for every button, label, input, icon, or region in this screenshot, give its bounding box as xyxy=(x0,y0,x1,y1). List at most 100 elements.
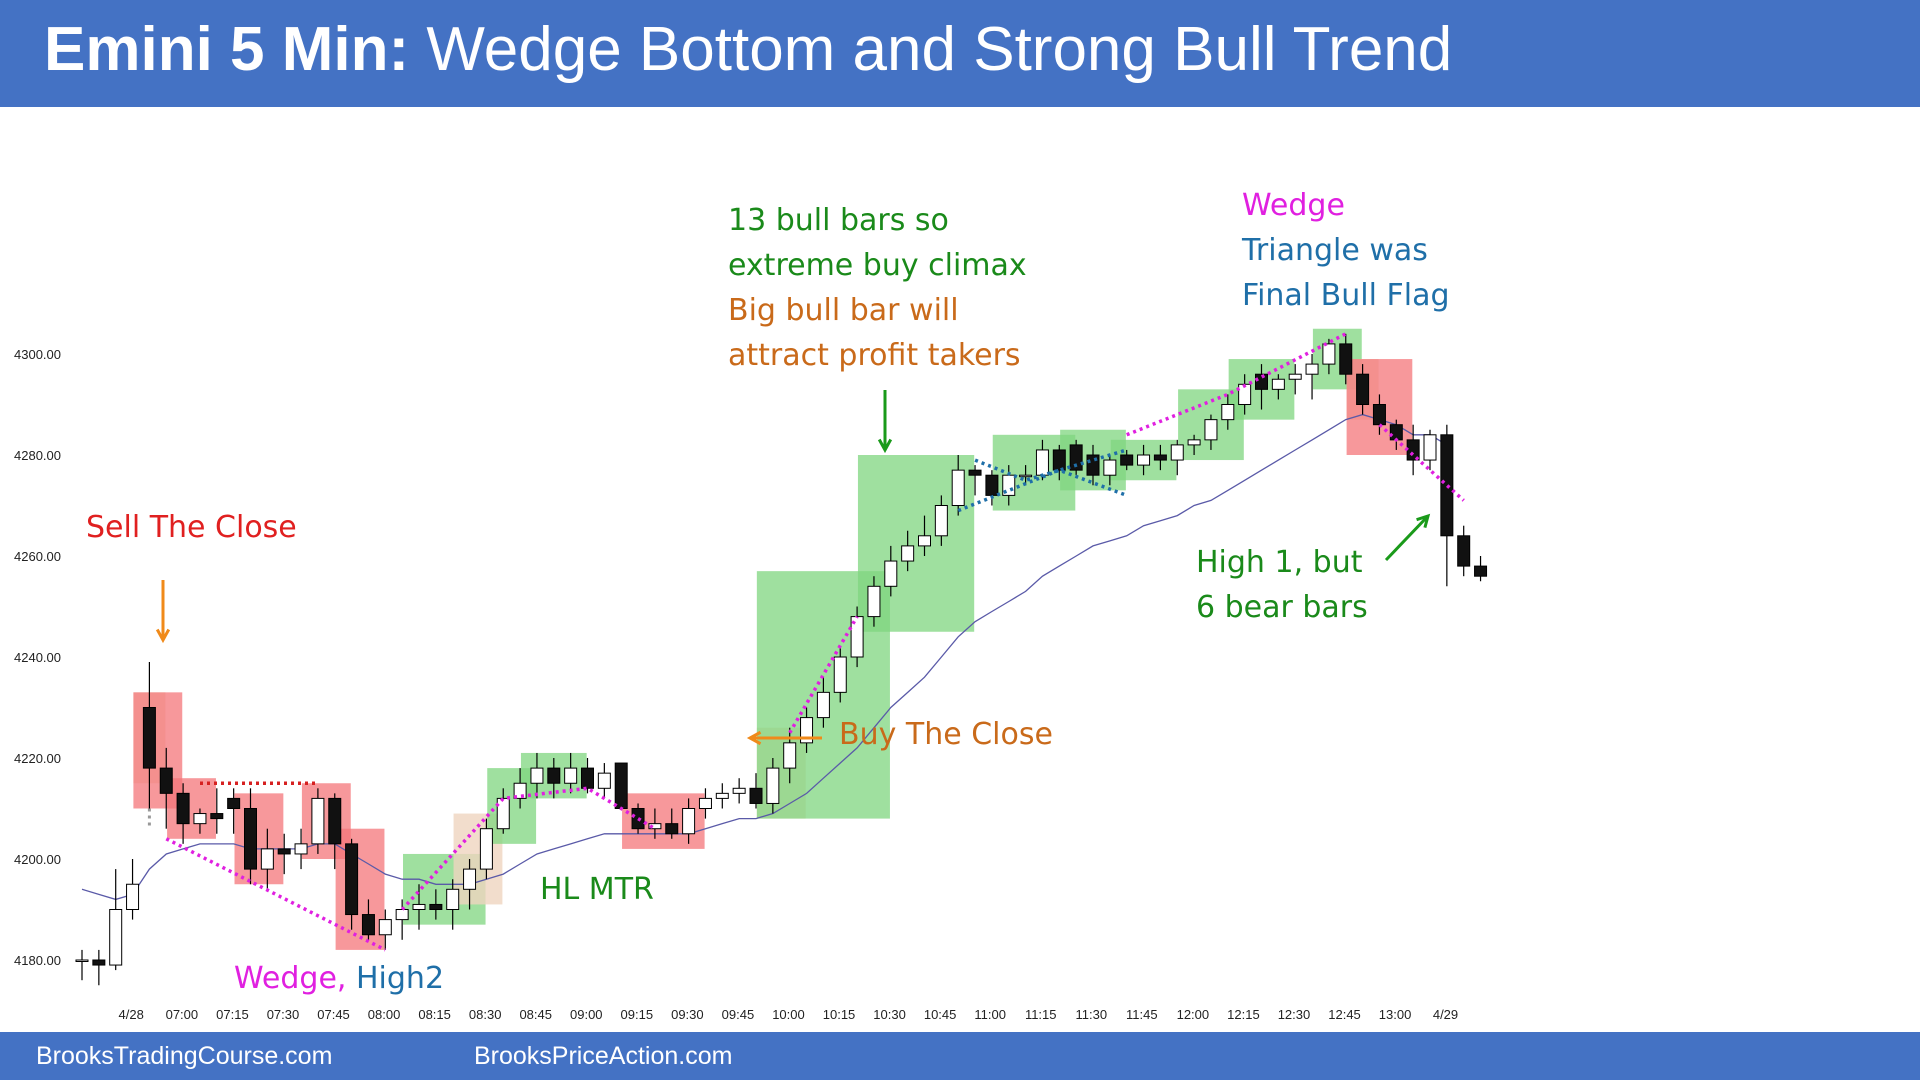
candle-body-54 xyxy=(985,474,999,496)
candle-body-42 xyxy=(783,742,797,769)
title-bold: Emini 5 Min: xyxy=(44,15,410,84)
x-tick-label-7: 08:30 xyxy=(469,1007,502,1022)
candle-body-11 xyxy=(260,848,274,870)
candle-body-25 xyxy=(496,797,510,830)
candle-body-23 xyxy=(463,868,477,890)
candle-body-44 xyxy=(816,691,830,719)
candle-body-41 xyxy=(766,767,780,804)
y-tick-label-5: 4280.00 xyxy=(14,448,61,463)
x-tick-label-8: 08:45 xyxy=(519,1007,552,1022)
candle-body-82 xyxy=(1457,535,1471,567)
x-tick-label-12: 09:45 xyxy=(722,1007,755,1022)
candle-body-80 xyxy=(1423,434,1437,461)
x-tick-label-3: 07:30 xyxy=(267,1007,300,1022)
candle-body-65 xyxy=(1170,444,1184,461)
candle-body-8 xyxy=(210,813,224,820)
candle-body-61 xyxy=(1103,459,1117,476)
candle-body-75 xyxy=(1339,343,1353,375)
candle-body-72 xyxy=(1288,373,1302,380)
candle-body-38 xyxy=(715,792,729,799)
x-tick-label-17: 11:00 xyxy=(974,1007,1006,1022)
candle-body-39 xyxy=(732,787,746,794)
hl-mtr-label: HL MTR xyxy=(540,872,654,907)
footer-right-link[interactable]: BrooksPriceAction.com xyxy=(474,1042,733,1070)
x-tick-label-24: 12:45 xyxy=(1328,1007,1361,1022)
candle-body-12 xyxy=(277,848,291,855)
candle-body-56 xyxy=(1019,474,1033,478)
candle-body-17 xyxy=(361,914,375,936)
candle-body-19 xyxy=(395,909,409,921)
x-tick-label-6: 08:15 xyxy=(418,1007,451,1022)
candle-body-36 xyxy=(682,808,696,835)
candle-body-57 xyxy=(1035,449,1049,476)
x-tick-label-9: 09:00 xyxy=(570,1007,603,1022)
candle-body-53 xyxy=(968,469,982,476)
highlight-box-2 xyxy=(167,778,216,839)
bull-bars-line-3: Big bull bar will xyxy=(728,293,959,328)
candle-body-18 xyxy=(378,919,392,936)
x-tick-label-23: 12:30 xyxy=(1278,1007,1311,1022)
y-tick-label-4: 4260.00 xyxy=(14,549,61,564)
x-tick-label-2: 07:15 xyxy=(216,1007,249,1022)
candle-body-28 xyxy=(547,767,561,784)
candle-body-32 xyxy=(614,762,628,809)
bull-bars-line-1: 13 bull bars so xyxy=(728,203,949,238)
candle-body-52 xyxy=(951,469,965,506)
x-tick-label-14: 10:15 xyxy=(823,1007,856,1022)
triangle-line-2: Final Bull Flag xyxy=(1242,278,1450,313)
candle-body-5 xyxy=(159,767,173,794)
candle-body-64 xyxy=(1153,454,1167,461)
candle-body-40 xyxy=(749,787,763,804)
wedge-label: Wedge, xyxy=(234,961,347,996)
x-tick-label-22: 12:15 xyxy=(1227,1007,1260,1022)
footer-left-link[interactable]: BrooksTradingCourse.com xyxy=(36,1042,333,1070)
candle-body-13 xyxy=(294,843,308,855)
x-tick-label-0: 4/28 xyxy=(119,1007,144,1022)
candle-body-37 xyxy=(698,797,712,810)
candle-body-67 xyxy=(1204,419,1218,441)
x-tick-label-18: 11:15 xyxy=(1025,1007,1057,1022)
ema-line xyxy=(81,413,1448,901)
candle-body-59 xyxy=(1069,444,1083,471)
wedge-high2-label: Wedge, High2 xyxy=(234,956,444,1001)
wedge-line-low xyxy=(165,837,387,952)
y-tick-label-1: 4200.00 xyxy=(14,852,61,867)
x-tick-label-1: 07:00 xyxy=(166,1007,199,1022)
title-rest: Wedge Bottom and Strong Bull Trend xyxy=(409,15,1453,84)
buy-the-close-label: Buy The Close xyxy=(839,717,1053,752)
candle-body-77 xyxy=(1372,404,1386,426)
x-tick-label-19: 11:30 xyxy=(1076,1007,1108,1022)
candle-body-62 xyxy=(1120,454,1134,466)
candle-body-83 xyxy=(1474,565,1488,577)
candle-body-6 xyxy=(176,792,190,825)
climax-wedge-line xyxy=(788,615,859,734)
x-tick-label-13: 10:00 xyxy=(772,1007,805,1022)
candle-body-34 xyxy=(648,823,662,830)
candle-body-20 xyxy=(412,903,426,911)
candle-body-15 xyxy=(328,797,342,845)
buy-arrow-head xyxy=(746,730,762,746)
candle-body-58 xyxy=(1052,449,1066,471)
top-wedge-label: Wedge xyxy=(1242,188,1345,223)
page-title: Emini 5 Min: Wedge Bottom and Strong Bul… xyxy=(44,14,1452,85)
candle-body-71 xyxy=(1271,378,1285,390)
candle-body-7 xyxy=(193,813,207,825)
candle-body-60 xyxy=(1086,454,1100,476)
candle-body-63 xyxy=(1137,454,1151,466)
sell-the-close-label: Sell The Close xyxy=(86,510,297,545)
y-tick-label-2: 4220.00 xyxy=(14,751,61,766)
highlight-box-3 xyxy=(234,793,284,885)
x-tick-label-11: 09:30 xyxy=(671,1007,704,1022)
candle-body-10 xyxy=(244,808,257,870)
sell-arrow-head xyxy=(155,628,171,644)
candle-body-24 xyxy=(479,828,493,870)
x-tick-label-26: 4/29 xyxy=(1433,1007,1458,1022)
highlight-box-5 xyxy=(335,828,385,950)
candle-body-51 xyxy=(934,505,948,537)
triangle-line-1: Triangle was xyxy=(1242,233,1428,268)
candle-body-9 xyxy=(227,797,241,810)
wedge-line-mid xyxy=(400,786,656,911)
bull-bars-line-2: extreme buy climax xyxy=(728,248,1027,283)
candle-body-31 xyxy=(597,772,611,789)
candle-body-1 xyxy=(92,959,106,966)
